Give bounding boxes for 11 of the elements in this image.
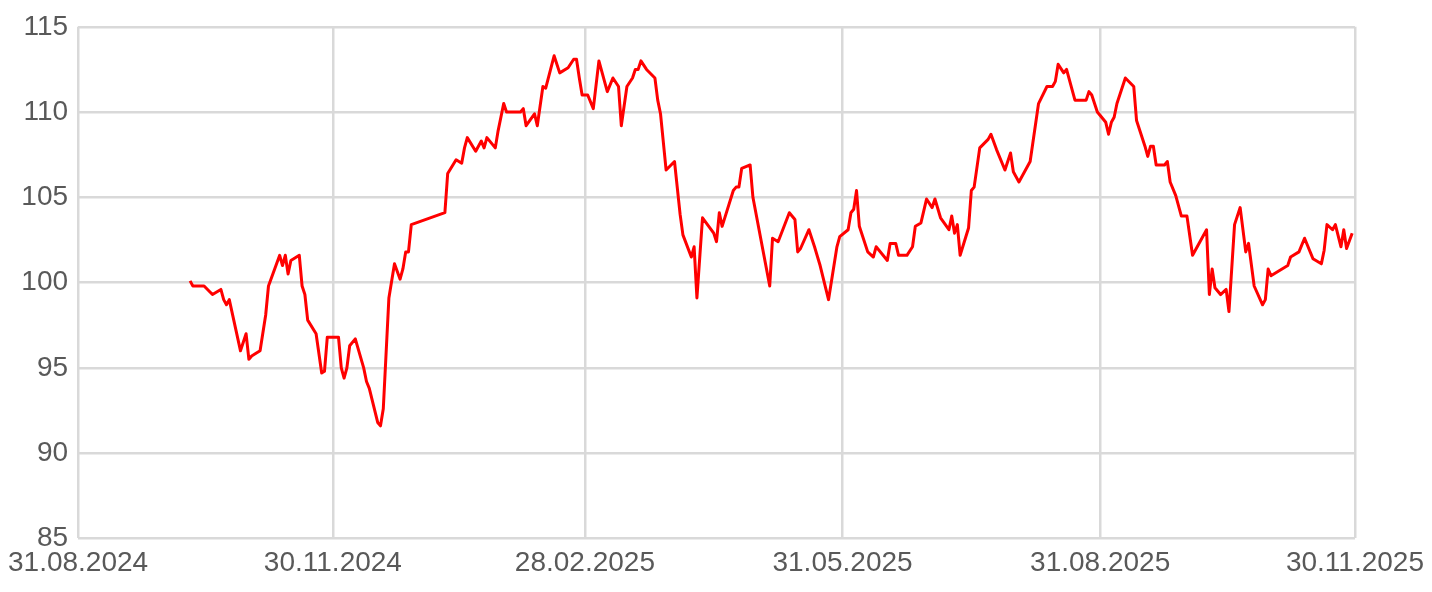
- y-tick-label: 105: [21, 180, 69, 212]
- y-tick-label: 90: [36, 435, 69, 467]
- x-tick-label: 30.11.2024: [263, 545, 402, 577]
- x-tick-label: 31.08.2025: [1030, 545, 1171, 577]
- x-tick-label: 28.02.2025: [514, 545, 655, 577]
- y-tick-label: 110: [23, 94, 69, 126]
- x-tick-label: 30.11.2025: [1285, 545, 1424, 577]
- y-tick-label: 100: [21, 265, 69, 297]
- x-tick-label: 31.05.2025: [772, 545, 913, 577]
- y-tick-label: 95: [36, 350, 69, 382]
- y-tick-label: 115: [23, 9, 69, 41]
